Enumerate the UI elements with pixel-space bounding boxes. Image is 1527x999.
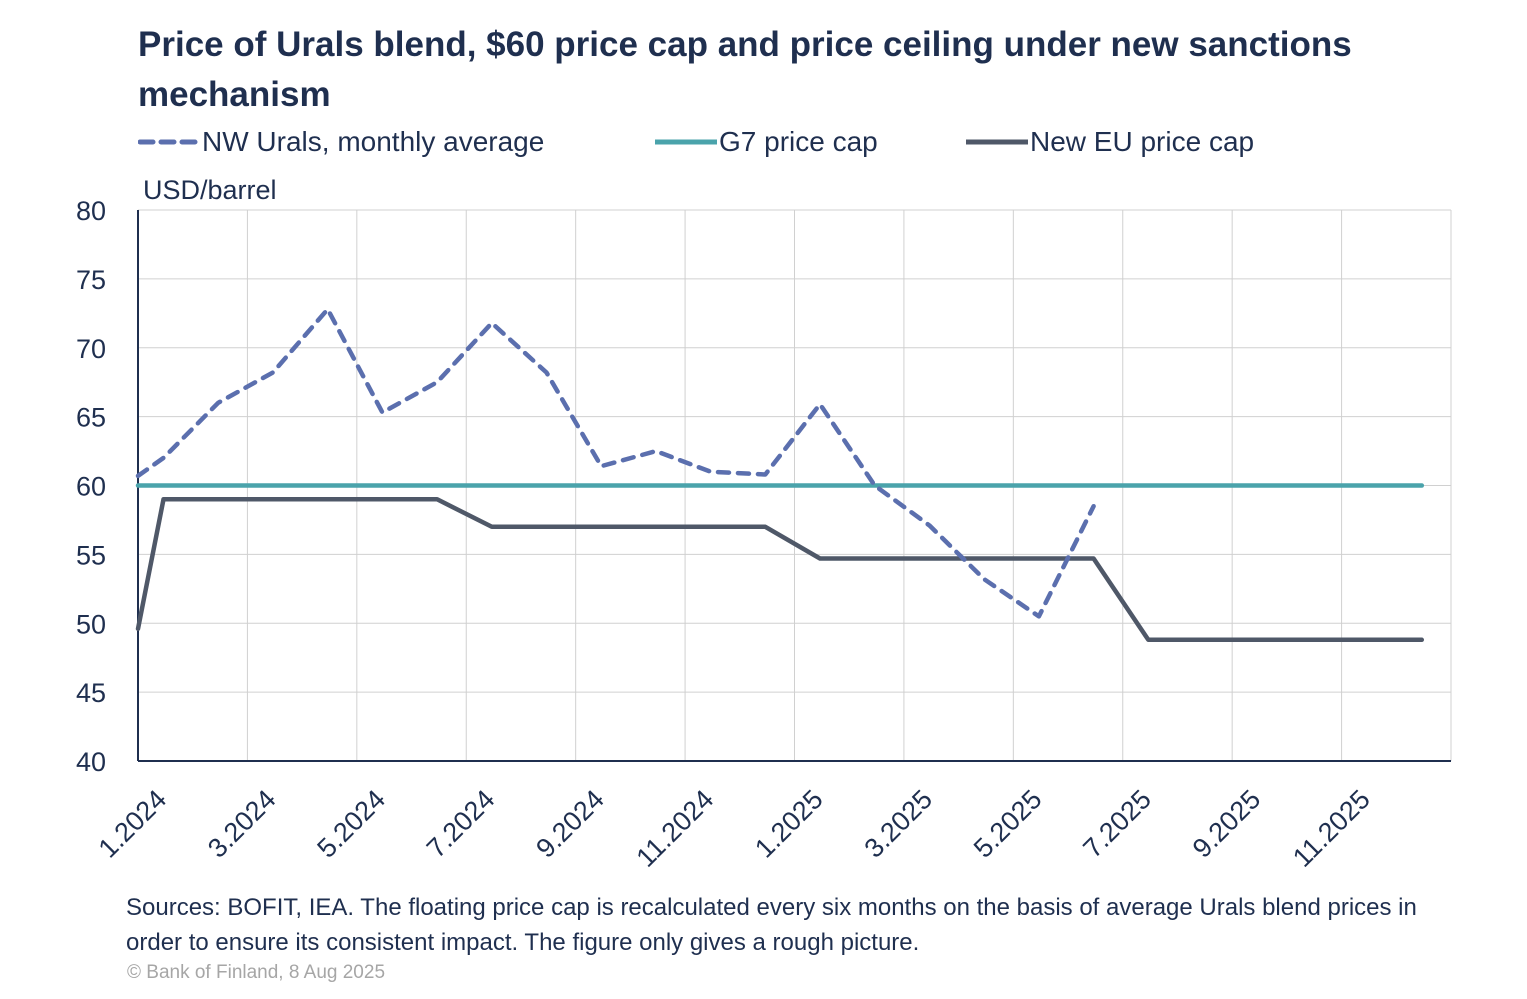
x-tick-label: 7.2025 bbox=[1077, 784, 1157, 864]
chart-copyright: © Bank of Finland, 8 Aug 2025 bbox=[127, 962, 386, 983]
legend-swatch-teal-icon bbox=[655, 139, 717, 145]
y-tick-label: 55 bbox=[76, 540, 106, 570]
x-tick-label: 3.2025 bbox=[859, 784, 939, 864]
y-axis-unit-label: USD/barrel bbox=[143, 175, 277, 205]
legend-label-new-eu-cap: New EU price cap bbox=[1030, 126, 1255, 157]
x-tick-label: 11.2025 bbox=[1287, 784, 1376, 873]
x-tick-label: 9.2025 bbox=[1187, 784, 1267, 864]
y-tick-label: 45 bbox=[76, 678, 106, 708]
x-tick-label: 3.2024 bbox=[202, 784, 282, 864]
x-tick-label: 9.2024 bbox=[530, 784, 610, 864]
chart-title: Price of Urals blend, $60 price cap and … bbox=[138, 25, 1352, 114]
y-tick-label: 75 bbox=[76, 265, 106, 295]
y-tick-label: 80 bbox=[76, 196, 106, 226]
x-tick-label: 7.2024 bbox=[421, 784, 501, 864]
series-line-new-eu-cap bbox=[135, 497, 1425, 643]
x-tick-label: 5.2025 bbox=[968, 784, 1048, 864]
x-tick-label: 1.2024 bbox=[93, 784, 173, 864]
y-tick-label: 50 bbox=[76, 609, 106, 639]
legend-swatch-dashed-icon bbox=[138, 139, 200, 145]
legend-item-nw-urals: NW Urals, monthly average bbox=[138, 126, 544, 158]
legend-item-g7-cap: G7 price cap bbox=[655, 126, 878, 158]
y-tick-label: 40 bbox=[76, 747, 106, 777]
legend-label-nw-urals: NW Urals, monthly average bbox=[202, 126, 545, 157]
legend-item-new-eu-cap: New EU price cap bbox=[966, 126, 1254, 158]
y-tick-label: 60 bbox=[76, 472, 106, 502]
y-tick-label: 70 bbox=[76, 334, 106, 364]
legend-swatch-gray-icon bbox=[966, 139, 1028, 145]
x-tick-label: 11.2024 bbox=[631, 784, 720, 873]
series-line-nw-urals bbox=[135, 306, 1096, 619]
y-tick-label: 65 bbox=[76, 403, 106, 433]
chart-legend: NW Urals, monthly average G7 price cap N… bbox=[138, 126, 1438, 166]
x-tick-label: 5.2024 bbox=[311, 784, 391, 864]
chart-footnote: Sources: BOFIT, IEA. The floating price … bbox=[126, 894, 1417, 956]
x-tick-label: 1.2025 bbox=[749, 784, 829, 864]
legend-label-g7-cap: G7 price cap bbox=[719, 126, 878, 157]
